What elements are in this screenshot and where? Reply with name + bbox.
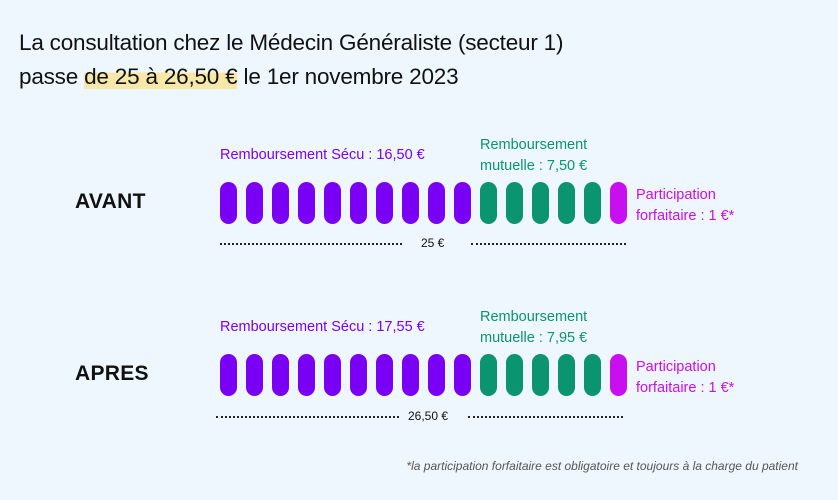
pill-segment	[298, 354, 315, 396]
pill-segment	[220, 182, 237, 224]
pill-segment	[324, 182, 341, 224]
pill-segment	[558, 354, 575, 396]
participation-label-avant: Participation forfaitaire : 1 €*	[636, 187, 735, 224]
participation-label-apres: Participation forfaitaire : 1 €*	[636, 359, 735, 396]
pill-segment	[402, 354, 419, 396]
pill-segment	[272, 182, 289, 224]
pill-segment	[480, 182, 497, 224]
pill-segment	[350, 354, 367, 396]
total-apres: 26,50 €	[408, 409, 449, 423]
pill-segment	[584, 354, 601, 396]
pill-segment	[506, 354, 523, 396]
pill-segment	[246, 354, 263, 396]
pill-segment	[532, 182, 549, 224]
dotted-line-right-apres	[468, 416, 623, 418]
row-label-avant: AVANT	[75, 190, 146, 213]
pill-segment	[480, 354, 497, 396]
page-title: La consultation chez le Médecin Générali…	[19, 26, 563, 94]
pill-segment	[376, 182, 393, 224]
pill-segment	[376, 354, 393, 396]
secu-label-apres: Remboursement Sécu : 17,55 €	[220, 319, 425, 335]
pill-segment	[350, 182, 367, 224]
secu-label-avant: Remboursement Sécu : 16,50 €	[220, 147, 425, 163]
title-line-2: passe de 25 à 26,50 € le 1er novembre 20…	[19, 64, 459, 89]
pill-segment	[532, 354, 549, 396]
pill-segment	[298, 182, 315, 224]
pill-segment	[402, 182, 419, 224]
pill-segment	[584, 182, 601, 224]
footnote: *la participation forfaitaire est obliga…	[406, 459, 798, 473]
title-line-1: La consultation chez le Médecin Générali…	[19, 30, 564, 55]
dotted-line-left-avant	[220, 243, 402, 245]
pill-segment	[558, 182, 575, 224]
mutuelle-label-avant: Remboursement mutuelle : 7,50 €	[480, 137, 588, 174]
pill-segment	[246, 182, 263, 224]
pill-segment	[428, 354, 445, 396]
pill-segment	[454, 354, 471, 396]
pill-segment	[220, 354, 237, 396]
pill-segment	[610, 354, 627, 396]
pill-segment	[506, 182, 523, 224]
row-label-apres: APRES	[75, 362, 149, 385]
pill-segment	[272, 354, 289, 396]
total-avant: 25 €	[421, 236, 445, 250]
pill-segment	[428, 182, 445, 224]
price-highlight: de 25 à 26,50 €	[84, 64, 238, 89]
dotted-line-left-apres	[216, 416, 399, 418]
mutuelle-label-apres: Remboursement mutuelle : 7,95 €	[480, 309, 588, 346]
dotted-line-right-avant	[471, 243, 626, 245]
pill-segment	[610, 182, 627, 224]
pill-segment	[454, 182, 471, 224]
pill-segment	[324, 354, 341, 396]
